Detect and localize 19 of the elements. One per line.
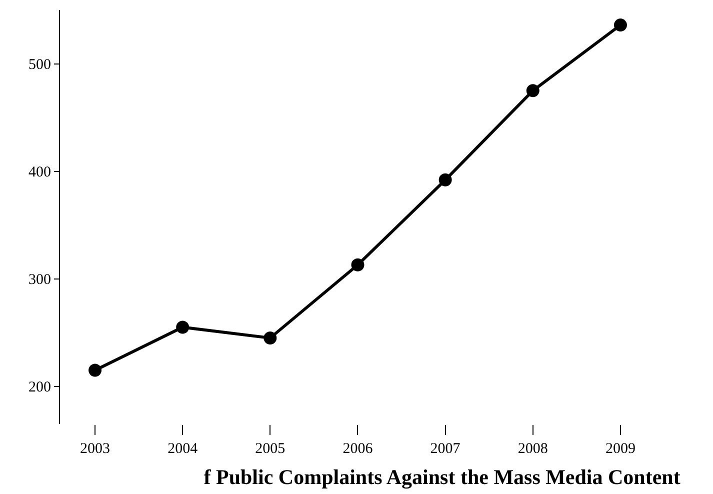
y-tick-label: 300 [28, 272, 51, 288]
y-tick-label: 200 [28, 380, 51, 396]
x-tick-label: 2006 [342, 441, 374, 457]
x-tick-label: 2005 [255, 441, 286, 457]
point [438, 173, 452, 186]
point [88, 364, 102, 377]
x-tick-label: 2003 [80, 441, 110, 457]
x-tick-label: 2008 [518, 441, 548, 457]
point [264, 331, 277, 344]
x-tick-label: 2007 [430, 441, 461, 457]
point [351, 258, 364, 272]
point [526, 84, 540, 98]
x-tick-label: 2009 [605, 441, 636, 457]
text: f Public Complaints Against the Mass Media Content [204, 465, 680, 490]
y-tick-label: 400 [28, 164, 51, 181]
point [614, 18, 627, 32]
x-tick-label: 2004 [168, 441, 198, 457]
point [176, 320, 190, 334]
y-tick-label: 500 [28, 57, 51, 74]
